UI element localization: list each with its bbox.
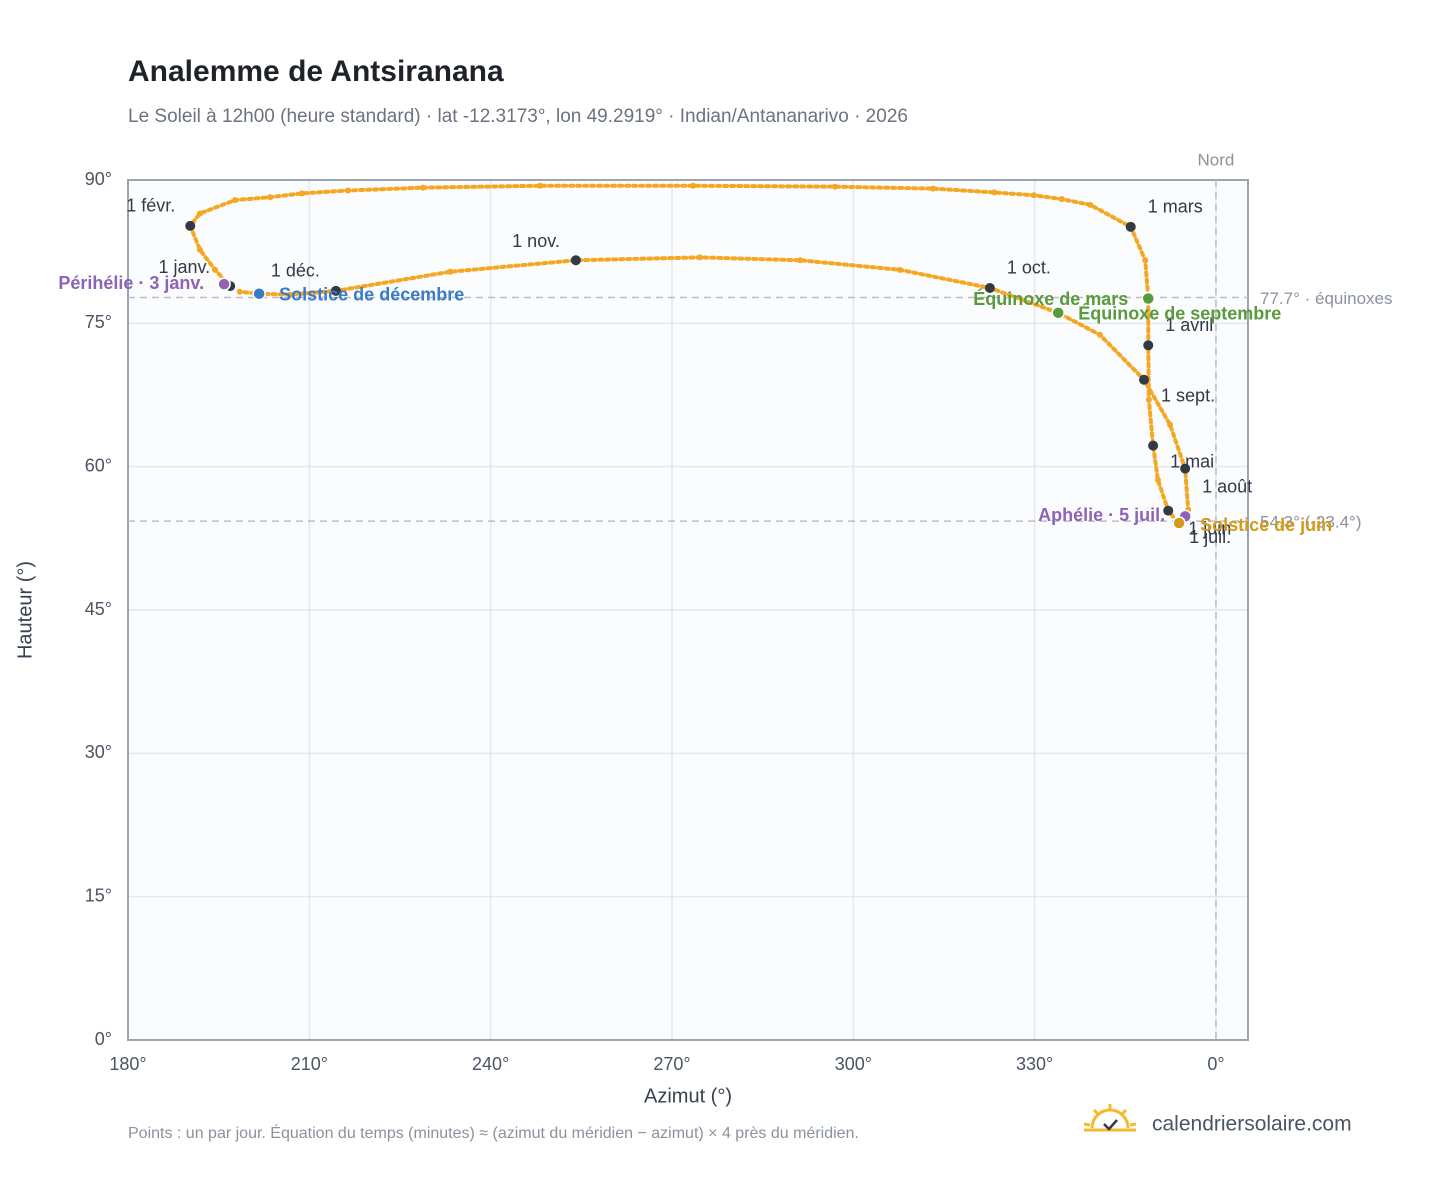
daily-point <box>991 189 998 196</box>
x-tick-label: 330° <box>1016 1054 1053 1074</box>
x-axis-label: Azimut (°) <box>644 1085 732 1107</box>
month-marker <box>1143 340 1154 351</box>
event-marker <box>252 286 266 301</box>
daily-point <box>1087 201 1094 208</box>
month-marker <box>570 255 581 266</box>
daily-point <box>299 190 306 197</box>
daily-point <box>1142 257 1149 264</box>
month-label: 1 mars <box>1148 197 1203 217</box>
month-marker <box>185 220 196 231</box>
daily-point <box>267 194 274 201</box>
daily-point <box>797 257 804 264</box>
y-tick-label: 90° <box>85 169 112 189</box>
month-label: 1 déc. <box>271 261 320 281</box>
month-label: 1 août <box>1202 476 1252 496</box>
y-tick-label: 30° <box>85 742 112 762</box>
x-tick-label: 210° <box>291 1054 328 1074</box>
month-marker <box>330 285 341 296</box>
x-tick-label: 180° <box>109 1054 146 1074</box>
daily-point <box>696 254 703 261</box>
daily-point <box>1031 192 1038 199</box>
x-tick-label: 300° <box>835 1054 872 1074</box>
month-marker <box>984 282 995 293</box>
daily-point <box>896 266 903 273</box>
reference-label: 54.3° (-23.4°) <box>1260 513 1361 532</box>
daily-point <box>1145 396 1152 403</box>
month-label: 1 oct. <box>1007 258 1051 278</box>
brand: calendriersolaire.com <box>1152 1113 1352 1136</box>
daily-point <box>236 288 243 295</box>
month-label: 1 juil. <box>1189 527 1231 547</box>
daily-point <box>690 182 697 189</box>
event-label: Solstice de décembre <box>279 284 464 304</box>
y-axis-label: Hauteur (°) <box>14 561 36 659</box>
month-label: 1 sept. <box>1161 385 1215 405</box>
event-label: Équinoxe de mars <box>973 288 1128 309</box>
daily-point <box>286 291 293 298</box>
daily-point <box>231 197 238 204</box>
footnote: Points : un par jour. Équation du temps … <box>128 1123 859 1142</box>
chart-subtitle: Le Soleil à 12h00 (heure standard) · lat… <box>128 106 908 127</box>
month-label: 1 nov. <box>512 231 560 251</box>
y-tick-label: 75° <box>85 312 112 332</box>
event-label: Aphélie · 5 juil. <box>1038 505 1165 525</box>
month-label: 1 févr. <box>126 196 175 216</box>
event-label: Périhélie · 3 janv. <box>58 273 204 293</box>
chart-title: Analemme de Antsiranana <box>128 55 504 88</box>
month-label: 1 juin <box>1188 518 1231 538</box>
event-marker <box>1051 306 1065 320</box>
y-tick-label: 45° <box>85 599 112 619</box>
month-marker <box>1180 463 1191 474</box>
month-label: 1 avril <box>1165 315 1213 335</box>
brand-logo <box>1083 1104 1137 1132</box>
daily-point <box>1058 196 1065 203</box>
month-label: 1 mai <box>1170 451 1214 471</box>
event-marker <box>1172 516 1186 530</box>
y-tick-label: 0° <box>95 1029 112 1049</box>
daily-point <box>212 266 219 273</box>
month-marker <box>1125 221 1136 232</box>
event-label: Solstice de juin <box>1200 515 1332 535</box>
daily-point <box>1154 477 1161 484</box>
x-tick-label: 270° <box>653 1054 690 1074</box>
x-tick-label: 240° <box>472 1054 509 1074</box>
daily-point <box>1096 331 1103 338</box>
daily-point <box>196 246 203 253</box>
y-tick-label: 15° <box>85 885 112 905</box>
daily-point <box>1167 421 1174 428</box>
x-tick-label: 0° <box>1207 1054 1224 1074</box>
event-label: Équinoxe de septembre <box>1078 303 1281 324</box>
reference-label: 77.7° · équinoxes <box>1260 289 1393 308</box>
month-marker <box>1139 374 1150 385</box>
daily-point <box>447 268 454 275</box>
daily-point <box>196 210 203 217</box>
daily-point <box>345 187 352 194</box>
daily-point <box>419 184 426 191</box>
daily-point <box>832 183 839 190</box>
month-marker <box>1148 440 1159 451</box>
event-marker <box>1141 291 1156 306</box>
north-label: Nord <box>1198 150 1235 169</box>
plot-border <box>127 179 1249 1041</box>
daily-point <box>537 182 544 189</box>
month-marker <box>1163 505 1174 516</box>
event-marker <box>217 277 231 291</box>
month-label: 1 janv. <box>158 257 210 277</box>
daily-point <box>930 185 937 192</box>
y-tick-label: 60° <box>85 455 112 475</box>
